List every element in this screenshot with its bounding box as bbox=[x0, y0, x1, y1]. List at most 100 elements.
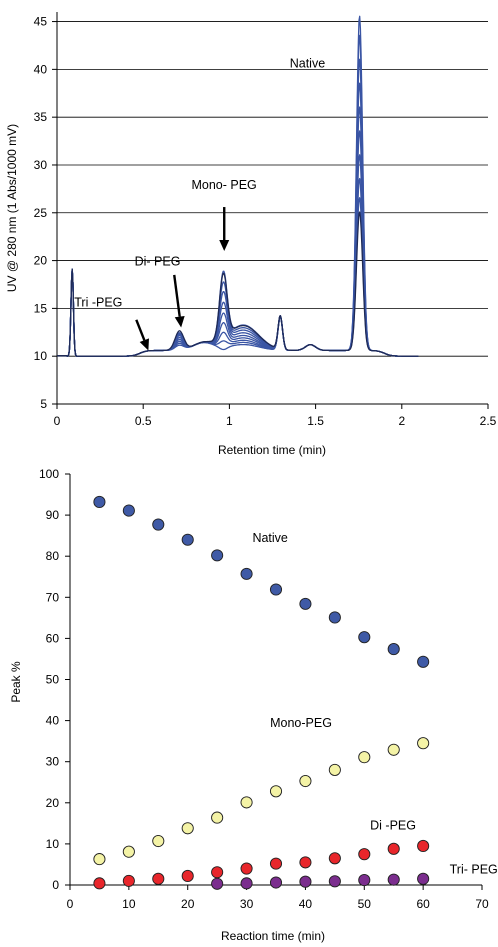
data-point bbox=[152, 518, 165, 531]
y-tick-label: 40 bbox=[46, 714, 60, 728]
data-point bbox=[122, 845, 135, 858]
x-tick-label: 70 bbox=[475, 897, 489, 911]
chromatogram-ticks: 5 10 15 20 25 30 35 40 45 0 0.5 1 1.5 2 2.5 bbox=[34, 15, 497, 428]
data-point bbox=[358, 874, 371, 887]
y-tick-label: 10 bbox=[46, 837, 60, 851]
chromatogram-annotation: Tri -PEG bbox=[74, 295, 122, 309]
data-point bbox=[299, 856, 312, 869]
series-annotation: Di -PEG bbox=[370, 819, 416, 833]
data-point bbox=[122, 874, 135, 887]
y-tick-label: 70 bbox=[46, 590, 60, 604]
data-point bbox=[152, 834, 165, 848]
data-point bbox=[181, 869, 194, 883]
data-point bbox=[328, 611, 341, 624]
data-point bbox=[299, 875, 312, 888]
data-point bbox=[240, 877, 253, 890]
y-tick-label: 5 bbox=[40, 397, 47, 411]
x-tick-label: 2.5 bbox=[480, 414, 497, 428]
peak-percent-y-axis-label: Peak % bbox=[9, 661, 23, 703]
series-annotation: Mono-PEG bbox=[270, 716, 332, 730]
y-tick-label: 30 bbox=[34, 158, 48, 172]
peak-arrow bbox=[135, 319, 149, 351]
y-tick-label: 80 bbox=[46, 549, 60, 563]
chromatogram-annotation: Mono- PEG bbox=[191, 178, 256, 192]
data-point bbox=[269, 785, 283, 798]
x-tick-label: 20 bbox=[181, 897, 195, 911]
chromatogram-annotation: Di- PEG bbox=[135, 254, 181, 268]
peak-arrow bbox=[219, 207, 230, 252]
data-point bbox=[358, 751, 371, 764]
data-point bbox=[93, 877, 106, 890]
chromatogram-gridlines bbox=[57, 21, 488, 357]
y-tick-label: 40 bbox=[34, 62, 48, 76]
peak-arrows bbox=[135, 207, 230, 351]
y-tick-label: 20 bbox=[46, 796, 60, 810]
data-point bbox=[211, 811, 224, 824]
chromatogram-x-axis-label: Retention time (min) bbox=[218, 443, 326, 457]
data-point bbox=[181, 533, 194, 546]
y-tick-label: 30 bbox=[46, 755, 60, 769]
data-point bbox=[328, 875, 341, 888]
peak-percent-points bbox=[93, 495, 430, 890]
data-point bbox=[417, 839, 430, 853]
y-tick-label: 100 bbox=[39, 467, 59, 481]
data-point bbox=[358, 631, 371, 644]
data-point bbox=[122, 504, 135, 517]
series-annotation: Native bbox=[252, 531, 287, 545]
data-point bbox=[240, 862, 253, 875]
x-tick-label: 0 bbox=[54, 414, 61, 428]
chromatogram-axes bbox=[56, 12, 488, 405]
data-point bbox=[387, 643, 400, 656]
y-tick-label: 0 bbox=[52, 878, 59, 892]
data-point bbox=[269, 876, 283, 889]
chromatogram-traces bbox=[57, 15, 419, 357]
chromatogram-y-axis-label: UV @ 280 nm (1 Abs/1000 mV) bbox=[5, 124, 19, 292]
data-point bbox=[328, 852, 341, 865]
y-tick-label: 35 bbox=[34, 110, 48, 124]
peak-percent-annotations: Native Mono-PEG Di -PEG Tri- PEG bbox=[252, 531, 497, 877]
y-tick-label: 20 bbox=[34, 254, 48, 268]
data-point bbox=[299, 597, 312, 610]
data-point bbox=[417, 872, 430, 885]
x-tick-label: 40 bbox=[299, 897, 313, 911]
data-point bbox=[93, 495, 106, 508]
data-point bbox=[152, 872, 165, 885]
x-tick-label: 0 bbox=[67, 897, 74, 911]
data-point bbox=[211, 866, 224, 879]
data-point bbox=[181, 822, 194, 835]
y-tick-label: 60 bbox=[46, 631, 60, 645]
data-point bbox=[387, 743, 400, 756]
y-tick-label: 45 bbox=[34, 15, 48, 29]
y-tick-label: 50 bbox=[46, 673, 60, 687]
data-point bbox=[240, 796, 253, 809]
data-point bbox=[387, 873, 400, 886]
data-point bbox=[93, 853, 106, 866]
chromatogram-annotations: Native Mono- PEG Di- PEG Tri -PEG bbox=[74, 56, 325, 309]
peak-percent-chart: 0 10 20 30 40 50 60 70 80 90 100 0 10 20 30 40 50 60 70 Na… bbox=[9, 467, 498, 943]
data-point bbox=[211, 549, 224, 562]
peak-arrow bbox=[173, 274, 185, 328]
x-tick-label: 50 bbox=[358, 897, 372, 911]
x-tick-label: 0.5 bbox=[135, 414, 152, 428]
data-point bbox=[358, 848, 371, 861]
data-point bbox=[299, 774, 312, 788]
x-tick-label: 10 bbox=[122, 897, 136, 911]
x-tick-label: 1.5 bbox=[307, 414, 324, 428]
chromatogram-chart: 5 10 15 20 25 30 35 40 45 0 0.5 1 1.5 2 2.5 Native Mono… bbox=[5, 12, 497, 457]
y-tick-label: 15 bbox=[34, 301, 48, 315]
x-tick-label: 60 bbox=[416, 897, 430, 911]
data-point bbox=[269, 857, 283, 870]
data-point bbox=[240, 567, 253, 580]
series-annotation: Tri- PEG bbox=[450, 862, 498, 876]
data-point bbox=[417, 655, 430, 668]
chromatogram-trace bbox=[57, 211, 419, 357]
x-tick-label: 2 bbox=[398, 414, 405, 428]
data-point bbox=[269, 583, 283, 596]
x-tick-label: 1 bbox=[226, 414, 233, 428]
y-tick-label: 90 bbox=[46, 508, 60, 522]
peak-percent-x-axis-label: Reaction time (min) bbox=[221, 929, 325, 943]
data-point bbox=[328, 763, 341, 776]
y-tick-label: 10 bbox=[34, 349, 48, 363]
data-point bbox=[417, 737, 430, 750]
chromatogram-annotation: Native bbox=[290, 56, 325, 70]
